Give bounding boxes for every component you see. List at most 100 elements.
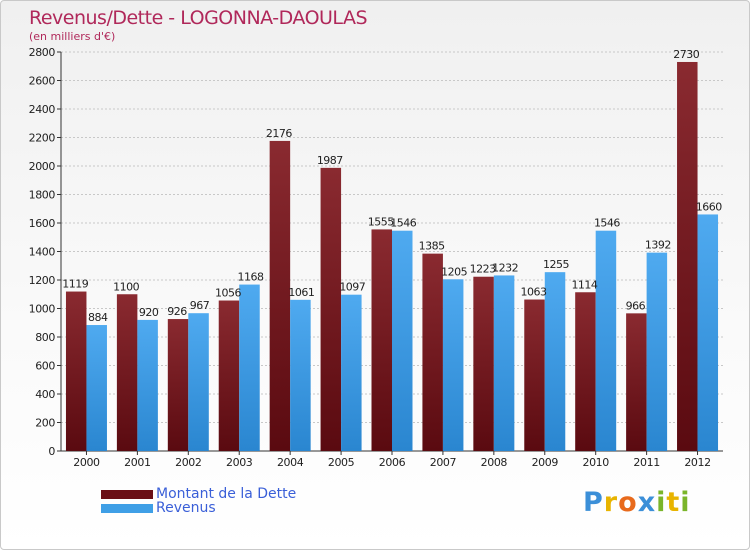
value-label-revenus: 1392 — [645, 239, 671, 252]
bar-dette — [677, 61, 698, 451]
value-label-dette: 966 — [626, 299, 646, 312]
bar-revenus — [290, 299, 311, 451]
y-tick-label: 2600 — [29, 75, 56, 88]
value-label-revenus: 1546 — [390, 217, 416, 230]
value-label-revenus: 1205 — [441, 265, 467, 278]
bar-dette — [371, 229, 392, 451]
y-tick-label: 800 — [35, 331, 55, 344]
bar-revenus — [442, 279, 464, 451]
value-label-dette: 1987 — [317, 154, 343, 167]
value-label-revenus: 884 — [88, 311, 108, 324]
x-tick-label: 2002 — [175, 456, 201, 469]
y-tick-label: 0 — [48, 445, 55, 458]
value-label-revenus: 1255 — [543, 258, 569, 271]
bar-dette — [422, 253, 443, 451]
y-tick-label: 2000 — [29, 160, 56, 173]
legend-swatch-dette — [101, 489, 153, 499]
x-tick-label: 2012 — [684, 456, 710, 469]
x-tick-label: 2009 — [532, 456, 559, 469]
value-label-revenus: 1097 — [339, 281, 365, 294]
bar-revenus — [86, 325, 107, 451]
value-label-dette: 1555 — [368, 215, 394, 228]
bar-dette — [269, 140, 291, 452]
proxiti-logo: Proxiti — [583, 487, 691, 518]
bar-revenus — [544, 272, 566, 451]
x-tick-label: 2001 — [124, 456, 150, 469]
legend-label-revenus: Revenus — [156, 500, 216, 516]
x-tick-label: 2004 — [277, 456, 304, 469]
x-tick-label: 2008 — [481, 456, 508, 469]
value-label-revenus: 967 — [190, 299, 210, 312]
x-tick-label: 2011 — [633, 456, 659, 469]
chart-subtitle: (en milliers d'€) — [29, 30, 116, 43]
legend-item-revenus: Revenus — [101, 501, 296, 515]
x-tick-label: 2010 — [582, 456, 609, 469]
y-tick-label: 2200 — [29, 132, 56, 145]
value-label-revenus: 1546 — [594, 217, 620, 230]
y-tick-label: 2800 — [29, 46, 56, 59]
x-tick-label: 2005 — [328, 456, 355, 469]
value-label-dette: 1063 — [521, 286, 547, 299]
value-label-dette: 1056 — [215, 287, 241, 300]
logo-letter: t — [666, 487, 681, 518]
bar-revenus — [239, 284, 260, 451]
value-label-revenus: 1061 — [288, 286, 314, 299]
bar-dette — [167, 319, 189, 451]
value-label-revenus: 1660 — [696, 200, 722, 213]
x-tick-label: 2007 — [430, 456, 457, 469]
legend-swatch-revenus — [101, 503, 153, 513]
legend-label-dette: Montant de la Dette — [156, 486, 297, 502]
y-tick-label: 1200 — [29, 274, 56, 287]
value-label-dette: 1223 — [470, 263, 496, 276]
y-tick-label: 1800 — [29, 189, 56, 202]
value-label-dette: 1119 — [62, 278, 88, 291]
logo-letter: i — [656, 487, 667, 518]
y-tick-label: 400 — [35, 388, 55, 401]
value-label-dette: 1385 — [419, 240, 445, 253]
value-label-dette: 1114 — [571, 278, 597, 291]
bar-revenus — [137, 319, 158, 451]
chart-title: Revenus/Dette - LOGONNA-DAOULAS — [29, 7, 368, 29]
value-label-dette: 2730 — [673, 48, 699, 61]
value-label-dette: 1100 — [113, 280, 139, 293]
logo-letter: x — [637, 487, 657, 518]
value-label-dette: 2176 — [266, 127, 292, 140]
y-tick-label: 2400 — [29, 103, 56, 116]
bar-revenus — [697, 214, 719, 451]
y-tick-label: 1000 — [29, 303, 56, 316]
y-tick-label: 1600 — [29, 217, 56, 230]
bar-dette — [524, 299, 545, 451]
logo-letter: r — [603, 487, 619, 518]
value-label-revenus: 1232 — [492, 261, 518, 274]
x-tick-label: 2000 — [73, 456, 100, 469]
logo-letter: o — [618, 487, 638, 518]
bar-revenus — [188, 313, 209, 451]
x-tick-label: 2006 — [379, 456, 406, 469]
bar-revenus — [341, 294, 362, 451]
bar-dette — [320, 167, 342, 452]
bar-dette — [575, 292, 596, 451]
bar-revenus — [595, 230, 617, 451]
y-tick-label: 1400 — [29, 246, 56, 259]
bar-revenus — [493, 275, 515, 451]
x-tick-label: 2003 — [226, 456, 253, 469]
bar-dette — [65, 291, 87, 451]
axes: 0 200 400 600 800 1000 1200 1400 1600 1800 2000 220… — [29, 46, 723, 469]
bar-dette — [626, 313, 647, 451]
value-label-revenus: 1168 — [237, 271, 263, 284]
y-tick-label: 600 — [35, 360, 55, 373]
bar-dette — [218, 300, 240, 451]
legend: Montant de la Dette Revenus — [101, 487, 296, 515]
bar-revenus — [392, 230, 413, 451]
value-label-revenus: 920 — [139, 306, 159, 319]
logo-letter: i — [680, 487, 691, 518]
legend-item-dette: Montant de la Dette — [101, 487, 296, 501]
y-tick-label: 200 — [35, 417, 55, 430]
bar-dette — [116, 294, 138, 451]
bar-dette — [473, 276, 494, 451]
bars — [65, 61, 719, 452]
logo-letter: P — [583, 487, 604, 518]
